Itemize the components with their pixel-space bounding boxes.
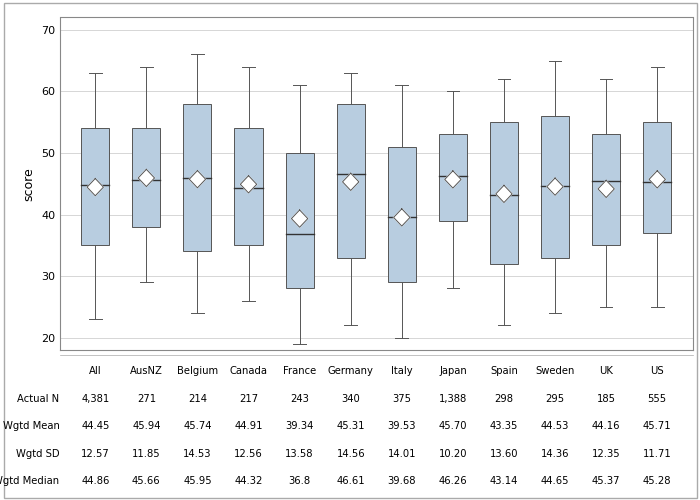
Bar (337, 104, 365, 258)
Text: Japan: Japan (439, 366, 467, 376)
Text: 45.74: 45.74 (183, 421, 211, 431)
Text: France: France (283, 366, 316, 376)
Polygon shape (342, 173, 359, 190)
Text: Germany: Germany (328, 366, 374, 376)
Text: 14.53: 14.53 (183, 449, 211, 459)
Text: 1,388: 1,388 (439, 394, 467, 404)
Text: 11.85: 11.85 (132, 449, 161, 459)
Text: 13.58: 13.58 (286, 449, 314, 459)
Text: Actual N: Actual N (18, 394, 60, 404)
Text: Spain: Spain (490, 366, 518, 376)
Text: 243: 243 (290, 394, 309, 404)
Text: Sweden: Sweden (536, 366, 575, 376)
Polygon shape (87, 178, 104, 196)
Text: AusNZ: AusNZ (130, 366, 163, 376)
Text: US: US (650, 366, 664, 376)
Text: 271: 271 (136, 394, 156, 404)
Text: 43.35: 43.35 (490, 421, 518, 431)
Polygon shape (496, 186, 512, 202)
Bar (388, 147, 416, 282)
Bar (234, 128, 262, 246)
Polygon shape (240, 176, 257, 193)
Text: 340: 340 (342, 394, 360, 404)
Text: 46.26: 46.26 (439, 476, 467, 486)
Text: 44.16: 44.16 (592, 421, 620, 431)
Bar (81, 128, 109, 246)
Bar (132, 128, 160, 227)
Text: Belgium: Belgium (177, 366, 218, 376)
Polygon shape (138, 170, 155, 186)
Text: Canada: Canada (230, 366, 267, 376)
Text: 214: 214 (188, 394, 207, 404)
Text: 14.01: 14.01 (388, 449, 416, 459)
Text: 39.68: 39.68 (388, 476, 416, 486)
Bar (286, 153, 314, 288)
Text: 555: 555 (648, 394, 667, 404)
Text: Italy: Italy (391, 366, 412, 376)
Text: Wgtd Mean: Wgtd Mean (3, 421, 60, 431)
Text: 45.95: 45.95 (183, 476, 212, 486)
Polygon shape (444, 171, 461, 188)
Text: 39.53: 39.53 (388, 421, 416, 431)
Text: 44.32: 44.32 (234, 476, 262, 486)
Text: 298: 298 (494, 394, 514, 404)
Text: 44.53: 44.53 (541, 421, 569, 431)
Polygon shape (291, 210, 308, 227)
Text: 45.28: 45.28 (643, 476, 671, 486)
Y-axis label: score: score (22, 167, 36, 200)
Text: 14.36: 14.36 (541, 449, 569, 459)
Text: 13.60: 13.60 (490, 449, 518, 459)
Text: 10.20: 10.20 (439, 449, 467, 459)
Text: Wgtd Median: Wgtd Median (0, 476, 60, 486)
Text: 11.71: 11.71 (643, 449, 671, 459)
Text: 45.94: 45.94 (132, 421, 160, 431)
Polygon shape (547, 178, 564, 196)
Text: 44.65: 44.65 (541, 476, 569, 486)
Text: 45.31: 45.31 (337, 421, 365, 431)
Text: Wgtd SD: Wgtd SD (16, 449, 60, 459)
Bar (592, 134, 620, 246)
Text: 185: 185 (596, 394, 615, 404)
Bar (490, 122, 518, 264)
Text: 14.56: 14.56 (337, 449, 365, 459)
Text: 43.14: 43.14 (490, 476, 518, 486)
Text: 39.34: 39.34 (286, 421, 314, 431)
Text: 12.57: 12.57 (81, 449, 110, 459)
Text: 46.61: 46.61 (337, 476, 365, 486)
Text: 375: 375 (392, 394, 412, 404)
Text: 45.66: 45.66 (132, 476, 161, 486)
Bar (541, 116, 569, 258)
Text: 44.91: 44.91 (234, 421, 262, 431)
Text: UK: UK (599, 366, 613, 376)
Text: 4,381: 4,381 (81, 394, 109, 404)
Text: 45.71: 45.71 (643, 421, 671, 431)
Bar (183, 104, 211, 252)
Text: 44.45: 44.45 (81, 421, 109, 431)
Text: 217: 217 (239, 394, 258, 404)
Text: 45.37: 45.37 (592, 476, 620, 486)
Bar (643, 122, 671, 233)
Polygon shape (189, 170, 206, 188)
Text: 12.56: 12.56 (234, 449, 263, 459)
Text: 44.86: 44.86 (81, 476, 109, 486)
Bar (439, 134, 467, 220)
Text: 36.8: 36.8 (288, 476, 311, 486)
Polygon shape (393, 209, 410, 226)
Text: 12.35: 12.35 (592, 449, 620, 459)
Polygon shape (598, 180, 615, 198)
Polygon shape (649, 171, 666, 188)
Text: All: All (89, 366, 102, 376)
Text: 45.70: 45.70 (439, 421, 467, 431)
Text: 295: 295 (545, 394, 565, 404)
